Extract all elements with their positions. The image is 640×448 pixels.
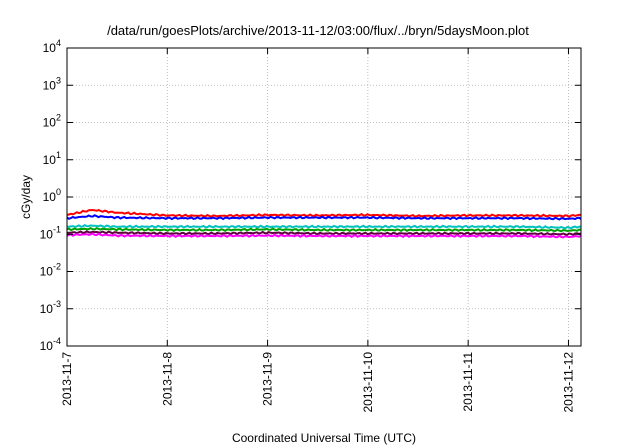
axes: 10-4 10-3 10-2 10-1 100 101 102 103 104 2013-11-7… <box>40 38 581 413</box>
y-tick-label: 10-1 <box>40 224 61 241</box>
chart-title: /data/run/goesPlots/archive/2013-11-12/0… <box>107 23 529 38</box>
x-tick-label: 2013-11-11 <box>461 352 475 412</box>
x-tick-label: 2013-11-8 <box>160 352 174 406</box>
y-tick-label: 10-2 <box>40 262 61 279</box>
plot-frame <box>66 47 582 347</box>
y-tick-label: 10-4 <box>40 336 61 353</box>
x-axis-label: Coordinated Universal Time (UTC) <box>232 431 416 445</box>
series-line <box>66 230 582 237</box>
y-axis-label: cGy/day <box>19 175 33 219</box>
series-line <box>66 226 582 233</box>
series-line <box>66 232 582 239</box>
series-line <box>66 214 582 221</box>
y-tick-label: 102 <box>43 113 61 130</box>
series-group <box>66 208 582 239</box>
x-tick-label: 2013-11-10 <box>361 352 375 413</box>
y-tick-label: 104 <box>43 38 61 55</box>
x-tick-label: 2013-11-12 <box>561 352 575 413</box>
x-tick-label: 2013-11-7 <box>60 352 74 406</box>
series-line <box>66 223 582 230</box>
y-tick-label: 100 <box>43 187 61 204</box>
grid <box>67 48 581 346</box>
y-tick-label: 103 <box>43 75 61 92</box>
series-line <box>66 208 581 218</box>
y-tick-label: 10-3 <box>40 299 61 316</box>
x-tick-label: 2013-11-9 <box>261 352 275 406</box>
y-tick-label: 101 <box>43 150 61 167</box>
